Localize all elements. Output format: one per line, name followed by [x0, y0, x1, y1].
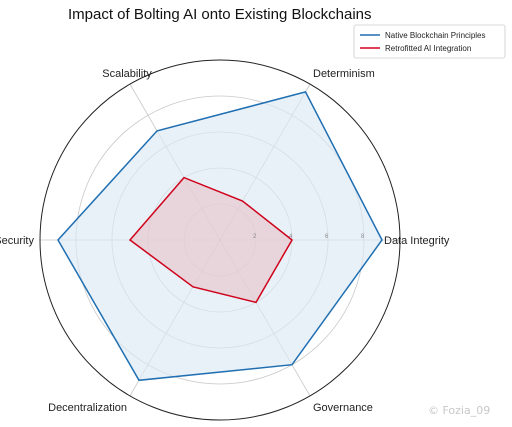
legend: Native Blockchain Principles Retrofitted… [353, 24, 506, 59]
axis-label-determinism: Determinism [313, 68, 375, 80]
series-polygon-1 [128, 176, 293, 304]
tick-label-4: 4 [289, 234, 293, 240]
chart-title: Impact of Bolting AI onto Existing Block… [68, 6, 372, 23]
tick-label-2: 2 [253, 234, 257, 240]
axis-label-scalability: Scalability [102, 68, 152, 80]
legend-label-retrofitted: Retrofitted AI Integration [385, 44, 471, 53]
legend-box [353, 24, 506, 59]
axis-label-decentralization: Decentralization [48, 402, 127, 414]
radar-axis-labels: Data Integrity Determinism Scalability Secu… [0, 68, 450, 414]
watermark: © Fozia_09 [428, 404, 490, 417]
radar-ticks: 2 4 6 8 [253, 234, 365, 240]
legend-label-native: Native Blockchain Principles [385, 31, 486, 40]
tick-label-6: 6 [325, 234, 329, 240]
axis-label-security: Security [0, 235, 34, 247]
outer-ring [39, 59, 401, 421]
axis-label-governance: Governance [313, 402, 373, 414]
radar-series [57, 91, 383, 382]
tick-label-8: 8 [361, 234, 365, 240]
axis-label-data-integrity: Data Integrity [384, 235, 450, 247]
